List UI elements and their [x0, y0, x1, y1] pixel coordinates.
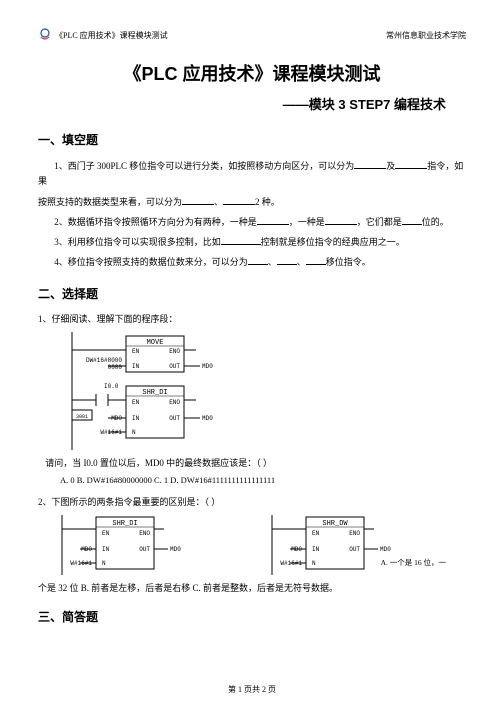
- main-title: 《PLC 应用技术》课程模块测试: [38, 60, 466, 86]
- q1-3a: 3、利用移位指令可以实现很多控制，比如: [54, 237, 221, 247]
- svg-text:N: N: [132, 429, 136, 436]
- svg-text:IN: IN: [102, 546, 110, 553]
- svg-text:MD0: MD0: [202, 415, 213, 422]
- q2-2-answers: 个是 32 位 B. 前者是左移，后者是右移 C. 前者是整数，后者是无符号数据…: [38, 581, 466, 594]
- q1-2: 2、数据循环指令按照循环方向分为有两种，一种是 ，一种是 ，它们都是 位的。: [38, 214, 466, 230]
- q1-1d: 按照支持的数据类型来看，可以分为: [38, 197, 182, 207]
- svg-text:EN: EN: [132, 348, 140, 355]
- section-3-heading: 三、简答题: [38, 608, 466, 625]
- svg-text:OUT: OUT: [139, 546, 150, 553]
- svg-text:IN: IN: [132, 415, 140, 422]
- q1-4c: 、: [297, 257, 306, 267]
- q1-3b: 控制就是移位指令的经典应用之一。: [261, 237, 405, 247]
- q1-1: 1、西门子 300PLC 移位指令可以进行分类，如按照移动方向区分，可以分为及指…: [38, 158, 466, 190]
- q1-4b: 、: [268, 257, 277, 267]
- q1-2b: ，一种是: [289, 217, 325, 227]
- page-footer: 第 1 页共 2 页: [0, 684, 504, 695]
- svg-text:N: N: [102, 560, 106, 567]
- svg-text:MD0: MD0: [170, 546, 181, 553]
- svg-text:OUT: OUT: [169, 363, 180, 370]
- header-right: 常州信息职业技术学院: [386, 30, 466, 41]
- section-1-heading: 一、填空题: [38, 131, 466, 148]
- blank: [306, 254, 326, 265]
- svg-text:OUT: OUT: [349, 546, 360, 553]
- svg-text:0000: 0000: [108, 364, 123, 371]
- q2-1-ask: 请问，当 I0.0 置位以后，MD0 中的最终数据应该是：（ ）: [38, 456, 466, 470]
- svg-text:3001: 3001: [76, 414, 88, 420]
- q1-1-cont: 按照支持的数据类型来看，可以分为 、 2 种。: [38, 194, 466, 210]
- q1-1e: 、: [214, 197, 223, 207]
- logo-icon: [38, 28, 52, 42]
- svg-text:ENO: ENO: [169, 348, 180, 355]
- svg-text:EN: EN: [102, 530, 110, 537]
- q2-1-answers: A. 0 B. DW#16#80000000 C. 1 D. DW#16#111…: [60, 475, 466, 485]
- blank: [182, 194, 214, 205]
- svg-text:ENO: ENO: [169, 399, 180, 406]
- svg-text:A. 一个是 16 位，一: A. 一个是 16 位，一: [381, 557, 447, 567]
- page-header: 《PLC 应用技术》课程模块测试 常州信息职业技术学院: [38, 28, 466, 42]
- subtitle: ——模块 3 STEP7 编程技术: [38, 94, 466, 113]
- blank: [248, 254, 268, 265]
- svg-text:OUT: OUT: [169, 415, 180, 422]
- blank: [354, 158, 386, 169]
- svg-text:IN: IN: [132, 363, 140, 370]
- header-left: 《PLC 应用技术》课程模块测试: [38, 28, 168, 42]
- svg-text:DW#16#8000: DW#16#8000: [86, 357, 122, 364]
- svg-text:EN: EN: [312, 530, 320, 537]
- q1-1a: 1、西门子 300PLC 移位指令可以进行分类，如按照移动方向区分，可以分为: [54, 161, 354, 171]
- q1-2a: 2、数据循环指令按照循环方向分为有两种，一种是: [54, 217, 257, 227]
- svg-text:I0.0: I0.0: [104, 383, 119, 390]
- q1-4d: 移位指令。: [326, 257, 371, 267]
- page: 《PLC 应用技术》课程模块测试 常州信息职业技术学院 《PLC 应用技术》课程…: [0, 0, 504, 713]
- q1-1b: 及: [386, 161, 395, 171]
- blank: [277, 254, 297, 265]
- blank: [257, 214, 289, 225]
- q1-2c: ，它们都是: [357, 217, 402, 227]
- blank: [395, 158, 427, 169]
- svg-text:MD0: MD0: [202, 363, 213, 370]
- q1-1f: 2 种。: [255, 197, 280, 207]
- header-left-text: 《PLC 应用技术》课程模块测试: [55, 30, 168, 41]
- ladder-diagram-2: SHR_DI EN ENO IN OUT N MD0 W#16#1 MD0 SH…: [58, 515, 466, 575]
- q1-4: 4、移位指令按照支持的数据位数来分，可以分为 、 、 移位指令。: [38, 254, 466, 270]
- q2-1: 1、仔细阅读、理解下面的程序段：: [38, 312, 466, 326]
- q1-3: 3、利用移位指令可以实现很多控制，比如 控制就是移位指令的经典应用之一。: [38, 234, 466, 250]
- svg-text:EN: EN: [132, 399, 140, 406]
- svg-text:ENO: ENO: [139, 530, 150, 537]
- q2-2: 2、下图所示的两条指令最重要的区别是：（ ）: [38, 495, 466, 509]
- q1-4a: 4、移位指令按照支持的数据位数来分，可以分为: [54, 257, 248, 267]
- svg-text:MD0: MD0: [380, 546, 391, 553]
- svg-text:N: N: [312, 560, 316, 567]
- svg-text:ENO: ENO: [349, 530, 360, 537]
- blank: [325, 214, 357, 225]
- blank: [221, 234, 261, 245]
- blank: [402, 214, 422, 225]
- blank: [223, 194, 255, 205]
- q1-2d: 位的。: [422, 217, 449, 227]
- ladder-diagram-1: MOVE EN ENO IN OUT DW#16#8000 0000 MD0 I…: [68, 332, 466, 450]
- section-2-heading: 二、选择题: [38, 285, 466, 302]
- svg-text:IN: IN: [312, 546, 320, 553]
